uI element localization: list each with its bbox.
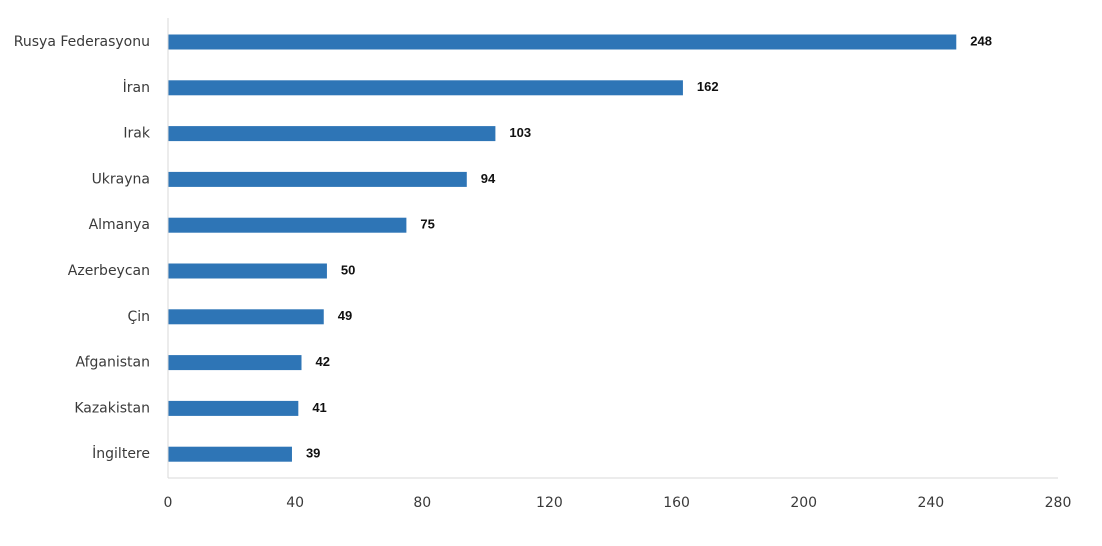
x-tick-label-120: 120 (536, 495, 563, 511)
data-label-ingiltere: 39 (306, 446, 320, 461)
x-tick-label-80: 80 (413, 495, 431, 511)
x-tick-label-40: 40 (286, 495, 304, 511)
data-label-cin: 49 (338, 308, 352, 323)
data-label-rusya-federasyonu: 248 (970, 33, 992, 48)
category-label-kazakistan: Kazakistan (74, 400, 150, 416)
category-label-ingiltere: İngiltere (92, 444, 150, 462)
category-label-rusya-federasyonu: Rusya Federasyonu (14, 34, 150, 50)
category-label-cin: Çin (127, 309, 150, 325)
category-label-azerbeycan: Azerbeycan (68, 263, 150, 279)
category-label-afganistan: Afganistan (76, 355, 150, 371)
bar-iran (168, 80, 683, 96)
x-tick-label-160: 160 (663, 495, 690, 511)
x-tick-label-280: 280 (1045, 495, 1072, 511)
x-tick-label-200: 200 (790, 495, 817, 511)
bar-afganistan (168, 355, 302, 371)
x-axis-ticks: 0 40 80 120 160 200 240 280 (164, 495, 1072, 511)
data-label-iran: 162 (697, 79, 719, 94)
data-labels: 248 162 103 94 75 50 49 42 41 39 (306, 33, 992, 460)
category-label-ukrayna: Ukrayna (92, 171, 150, 187)
x-tick-label-0: 0 (164, 495, 173, 511)
category-label-almanya: Almanya (89, 217, 150, 233)
bar-ukrayna (168, 171, 467, 187)
data-label-afganistan: 42 (316, 354, 330, 369)
bar-rusya-federasyonu (168, 34, 957, 50)
bars (168, 34, 957, 462)
category-label-irak: Irak (123, 126, 150, 142)
category-label-iran: İran (123, 78, 150, 96)
bar-cin (168, 309, 324, 325)
bar-irak (168, 126, 496, 142)
x-tick-label-240: 240 (917, 495, 944, 511)
data-label-ukrayna: 94 (481, 171, 496, 186)
bar-ingiltere (168, 446, 292, 462)
bar-azerbeycan (168, 263, 327, 279)
data-label-kazakistan: 41 (312, 400, 326, 415)
data-label-irak: 103 (509, 125, 531, 140)
data-label-almanya: 75 (420, 217, 434, 232)
data-label-azerbeycan: 50 (341, 262, 355, 277)
bar-almanya (168, 217, 407, 233)
category-labels: Rusya Federasyonu İran Irak Ukrayna Almanya A… (14, 34, 151, 462)
bar-kazakistan (168, 400, 299, 416)
